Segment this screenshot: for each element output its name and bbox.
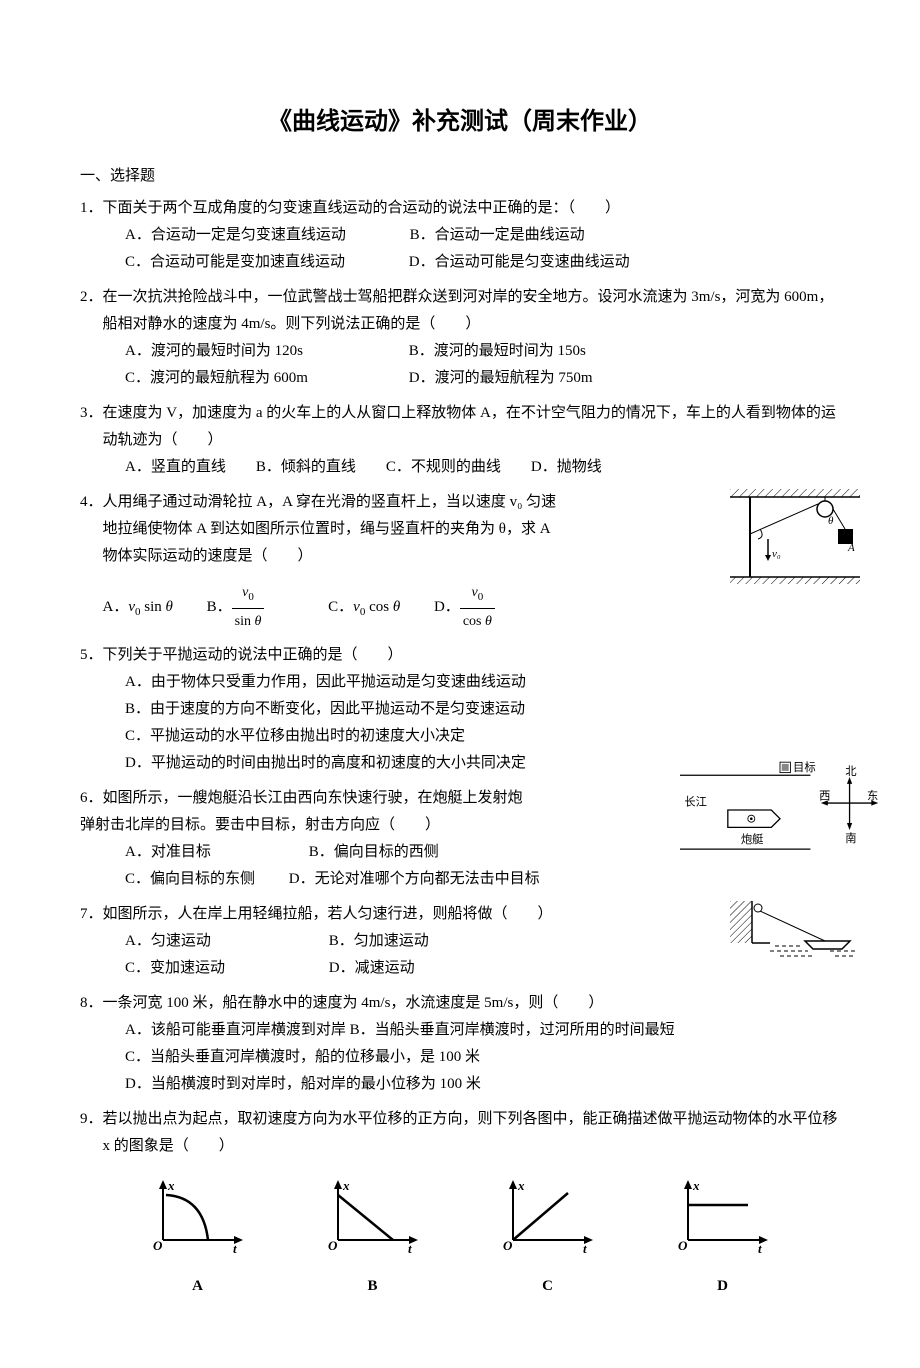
svg-text:θ: θ [828,515,834,527]
svg-text:南: 南 [845,832,856,845]
section-header: 一、选择题 [80,163,840,190]
question-3: 3．在速度为 V，加速度为 a 的火车上的人从窗口上释放物体 A，在不计空气阻力… [80,400,840,481]
option-a: A．对准目标 [125,839,275,866]
option-d: D．渡河的最短航程为 750m [409,370,593,386]
option-c: C．不规则的曲线 [386,454,501,481]
svg-text:t: t [758,1241,762,1255]
question-text-line1: 4．人用绳子通过动滑轮拉 A，A 穿在光滑的竖直杆上，当以速度 v₀ 匀速 [80,489,840,516]
graph-label: C [498,1273,598,1300]
option-b: B．匀加速运动 [329,933,429,949]
graph-b: x O t B [323,1175,423,1300]
q6-figure: 目标 长江 炮艇 北 南 东 西 [680,755,880,865]
question-4: 4．人用绳子通过动滑轮拉 A，A 穿在光滑的竖直杆上，当以速度 v₀ 匀速 地拉… [80,489,840,634]
question-text: 8．一条河宽 100 米，船在静水中的速度为 4m/s，水流速度是 5m/s，则… [80,990,840,1017]
svg-text:O: O [328,1238,338,1253]
option-c: C．变加速运动 [125,955,295,982]
option-d: D．减速运动 [329,960,415,976]
option-a: A．由于物体只受重力作用，因此平抛运动是匀变速曲线运动 [80,669,840,696]
graph-label: A [148,1273,248,1300]
question-text: 1．下面关于两个互成角度的匀变速直线运动的合运动的说法中正确的是：（ ） [80,195,840,222]
option-c: C．渡河的最短航程为 600m [125,365,375,392]
document-title: 《曲线运动》补充测试（周末作业） [80,100,840,143]
option-b: B．渡河的最短时间为 150s [409,343,586,359]
option-d: D．无论对准哪个方向都无法击中目标 [289,871,540,887]
option-c: C．v0 cos θ [328,599,400,615]
svg-text:目标: 目标 [793,761,816,774]
option-c: C．当船头垂直河岸横渡时，船的位移最小，是 100 米 [80,1044,840,1071]
graph-label: D [673,1273,773,1300]
option-a: A．竖直的直线 [125,454,226,481]
question-text-line3: 物体实际运动的速度是（ ） [80,543,840,570]
option-d: D．合运动可能是匀变速曲线运动 [409,254,630,270]
option-c: C．偏向目标的东侧 [125,871,255,887]
svg-text:O: O [678,1238,688,1253]
question-8: 8．一条河宽 100 米，船在静水中的速度为 4m/s，水流速度是 5m/s，则… [80,990,840,1098]
question-text: 5．下列关于平抛运动的说法中正确的是（ ） [80,642,840,669]
question-7: 7．如图所示，人在岸上用轻绳拉船，若人匀速行进，则船将做（ ） A．匀速运动 B… [80,901,840,982]
graph-a: x O t A [148,1175,248,1300]
question-text: 2．在一次抗洪抢险战斗中，一位武警战士驾船把群众送到河对岸的安全地方。设河水流速… [80,284,840,338]
option-b: B．偏向目标的西侧 [309,844,439,860]
option-a: A．渡河的最短时间为 120s [125,338,375,365]
question-text: 9．若以抛出点为起点，取初速度方向为水平位移的正方向，则下列各图中，能正确描述做… [80,1106,840,1160]
svg-text:O: O [153,1238,163,1253]
graph-d: x O t D [673,1175,773,1300]
q7-figure [730,901,860,961]
question-6: 6．如图所示，一艘炮艇沿长江由西向东快速行驶，在炮艇上发射炮 弹射击北岸的目标。… [80,785,840,893]
svg-text:x: x [167,1178,175,1193]
option-a: A．v0 sin θ [103,599,173,615]
svg-text:t: t [583,1241,587,1255]
option-a: A．该船可能垂直河岸横渡到对岸 B．当船头垂直河岸横渡时，过河所用的时间最短 [80,1017,840,1044]
svg-text:炮艇: 炮艇 [741,832,764,846]
graph-label: B [323,1273,423,1300]
svg-text:x: x [692,1178,700,1193]
option-b: B．倾斜的直线 [256,454,356,481]
svg-text:t: t [233,1241,237,1255]
option-d: D．当船横渡时到对岸时，船对岸的最小位移为 100 米 [80,1071,840,1098]
question-1: 1．下面关于两个互成角度的匀变速直线运动的合运动的说法中正确的是：（ ） A．合… [80,195,840,276]
svg-text:A: A [847,542,855,554]
option-d: D．抛物线 [531,454,602,481]
option-b: B．合运动一定是曲线运动 [410,227,585,243]
svg-text:西: 西 [819,791,830,803]
svg-text:x: x [517,1178,525,1193]
svg-text:O: O [503,1238,513,1253]
question-text-line2: 地拉绳使物体 A 到达如图所示位置时，绳与竖直杆的夹角为 θ，求 A [80,516,840,543]
q4-figure: A θ v₀ [730,489,860,584]
option-a: A．合运动一定是匀变速直线运动 [125,227,346,243]
option-c: C．合运动可能是变加速直线运动 [125,254,345,270]
option-b: B．v0sin θ [207,599,265,615]
question-text: 7．如图所示，人在岸上用轻绳拉船，若人匀速行进，则船将做（ ） [80,901,840,928]
option-a: A．匀速运动 [125,928,295,955]
svg-text:x: x [342,1178,350,1193]
question-9: 9．若以抛出点为起点，取初速度方向为水平位移的正方向，则下列各图中，能正确描述做… [80,1106,840,1300]
svg-text:t: t [408,1241,412,1255]
option-b: B．由于速度的方向不断变化，因此平抛运动不是匀变速运动 [80,696,840,723]
question-text: 3．在速度为 V，加速度为 a 的火车上的人从窗口上释放物体 A，在不计空气阻力… [80,400,840,454]
question-2: 2．在一次抗洪抢险战斗中，一位武警战士驾船把群众送到河对岸的安全地方。设河水流速… [80,284,840,392]
svg-text:东: 东 [867,790,878,803]
svg-text:长江: 长江 [684,796,707,809]
svg-text:北: 北 [845,765,856,778]
graph-c: x O t C [498,1175,598,1300]
option-d: D．v0cos θ [434,599,495,615]
option-c: C．平抛运动的水平位移由抛出时的初速度大小决定 [80,723,840,750]
svg-text:v₀: v₀ [772,548,781,560]
